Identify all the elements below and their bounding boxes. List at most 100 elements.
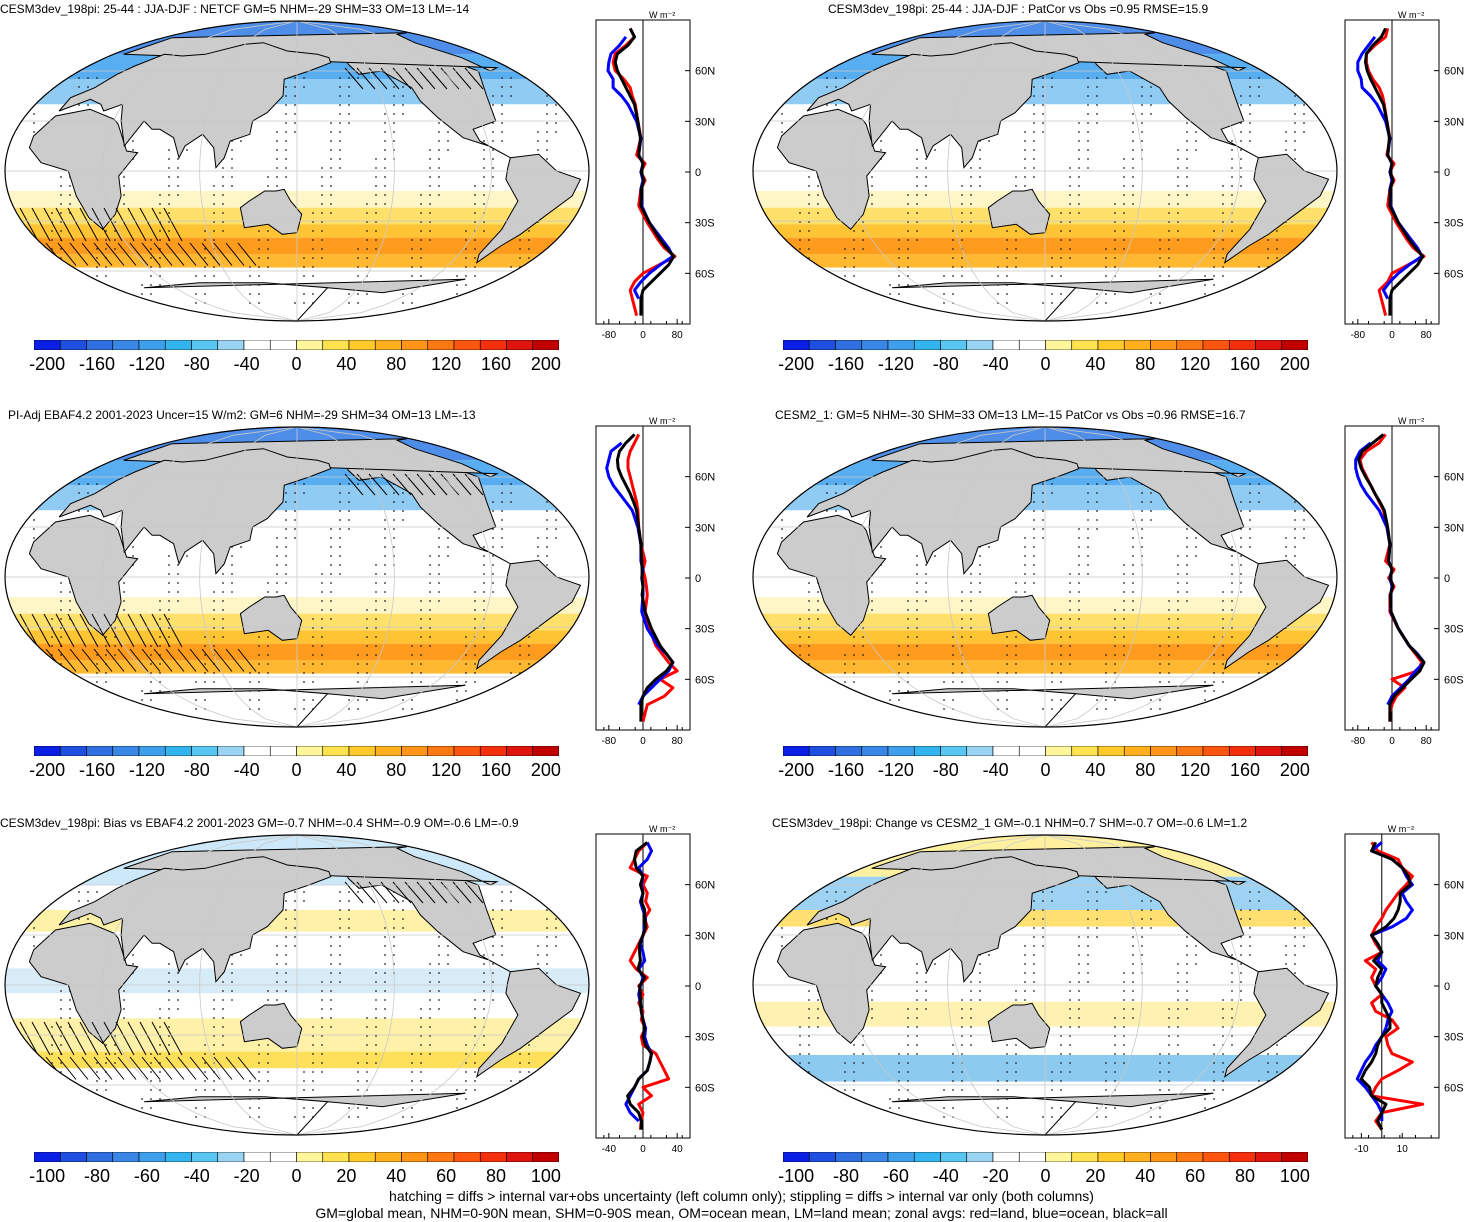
colorbar-tick-label: 120: [431, 354, 462, 374]
x-tick-label: 40: [672, 1144, 684, 1155]
x-tick-label: -10: [1354, 1144, 1369, 1155]
colorbar-swatch: [164, 1152, 192, 1162]
colorbar-swatch: [374, 746, 402, 756]
continent-greenland: [123, 438, 499, 478]
colorbar-swatch: [940, 340, 968, 350]
lat-tick-label: 0: [1444, 573, 1450, 585]
graticule: [753, 835, 1337, 1135]
lat-tick-label: 30S: [1444, 624, 1464, 636]
series-line-all: [613, 27, 676, 316]
lat-tick-label: 30N: [1444, 116, 1464, 128]
lat-tick-label: 30S: [1444, 1032, 1464, 1044]
colorbar-swatch: [1018, 746, 1046, 756]
colorbar-tick-label: 80: [1135, 760, 1156, 780]
colorbar-tick-label: -80: [83, 1166, 111, 1186]
continent-antarctica: [144, 684, 466, 727]
zonal-mean-plot: W m⁻² 60N 30N 0 30S 60S -10 10: [1344, 824, 1464, 1155]
world-map: [4, 834, 590, 1136]
map-field: [5, 427, 589, 727]
colorbar-tick-label: -160: [78, 354, 116, 374]
colorbar-swatch: [887, 340, 915, 350]
continent-africa: [776, 108, 887, 231]
colorbar-swatch: [861, 340, 889, 350]
x-tick-label: 0: [640, 330, 646, 341]
colorbar-tick-label: -20: [982, 1166, 1009, 1186]
colorbar-swatch: [296, 340, 324, 350]
colorbar-swatch: [1097, 1152, 1125, 1162]
zonal-unit-label: W m⁻²: [1388, 824, 1414, 834]
panel-title: CESM3dev_198pi: Bias vs EBAF4.2 2001-202…: [0, 816, 519, 830]
lat-tick-label: 30N: [695, 522, 715, 534]
colorbar-swatch: [940, 1152, 968, 1162]
panel-title: CESM3dev_198pi: Change vs CESM2_1 GM=-0.…: [772, 816, 1248, 830]
colorbar-swatch: [861, 746, 889, 756]
lat-tick-label: 60S: [1444, 268, 1464, 280]
colorbar-swatch: [164, 746, 192, 756]
colorbar-tick-label: -60: [133, 1166, 160, 1186]
continent-greenland: [123, 846, 499, 886]
colorbar-tick-label: -40: [982, 760, 1009, 780]
lat-tick-label: 0: [695, 573, 701, 585]
continents: [776, 438, 1330, 727]
lat-tick-label: 0: [1444, 167, 1450, 179]
lat-tick-label: 0: [695, 981, 701, 993]
colorbar-swatch: [112, 340, 140, 350]
colorbar-swatch: [243, 1152, 271, 1162]
continents: [776, 32, 1330, 321]
colorbar-tick-label: 0: [291, 1166, 302, 1186]
colorbar-tick-label: 160: [480, 760, 512, 780]
panel-title: CESM3dev_198pi: 25-44 : JJA-DJF : NETCF …: [0, 2, 470, 16]
x-tick-label: 0: [1389, 330, 1395, 341]
footer-legend-line1: hatching = diffs > internal var+obs unce…: [389, 1188, 1094, 1204]
colorbar-swatch: [453, 1152, 481, 1162]
lat-tick-label: 60N: [695, 472, 715, 484]
colorbar-swatch: [191, 1152, 219, 1162]
colorbar-swatch: [401, 340, 429, 350]
colorbar-tick-label: 80: [485, 1166, 507, 1186]
colorbar-swatch: [1202, 340, 1230, 350]
world-map: [752, 426, 1338, 728]
lat-tick-label: 60N: [1444, 66, 1464, 78]
x-tick-label: 80: [1421, 736, 1433, 747]
colorbar-swatch: [191, 746, 219, 756]
map-field: [753, 835, 1337, 1135]
colorbar-tick-label: 0: [1040, 354, 1051, 374]
colorbar-swatch: [427, 340, 455, 350]
lat-tick-label: 0: [1444, 981, 1450, 993]
colorbar-tick-label: -120: [877, 760, 914, 780]
colorbar-swatch: [479, 1152, 507, 1162]
graticule: [5, 21, 589, 321]
colorbar-tick-label: 80: [1234, 1166, 1256, 1186]
x-tick-label: 10: [1397, 1144, 1409, 1155]
colorbar-labels: -200 -160 -120 -80 -40 0 40 80 120 160 200: [778, 354, 1310, 376]
colorbar-swatch: [164, 340, 192, 350]
colorbar-swatch: [1202, 746, 1230, 756]
colorbar: [34, 1152, 559, 1162]
colorbar-tick-label: -20: [233, 1166, 260, 1186]
colorbar-tick-label: -40: [183, 1166, 210, 1186]
continent-australia: [987, 594, 1051, 641]
zonal-unit-label: W m⁻²: [1398, 416, 1424, 426]
colorbar-swatch: [191, 340, 219, 350]
zonal-mean-plot: W m⁻² 60N 30N 0 30S 60S -80 0 80: [595, 10, 715, 341]
colorbar-swatch: [34, 340, 61, 350]
colorbar-swatch: [1123, 1152, 1151, 1162]
hatching: [9, 473, 484, 672]
colorbar-tick-label: -160: [827, 354, 865, 374]
graticule: [753, 427, 1337, 727]
map-field: [753, 21, 1337, 321]
colorbar-tick-label: -200: [29, 354, 66, 374]
colorbar-tick-label: 0: [291, 354, 302, 374]
continent-antarctica: [892, 278, 1214, 321]
colorbar-tick-label: -40: [233, 354, 260, 374]
colorbar-swatch: [348, 340, 376, 350]
colorbar-swatch: [296, 746, 324, 756]
colorbar-swatch: [1228, 340, 1256, 350]
continent-south-america: [475, 967, 582, 1078]
colorbar-tick-label: 0: [1040, 1166, 1051, 1186]
map-border: [4, 834, 590, 1136]
x-tick-label: 80: [1421, 330, 1433, 341]
continent-eurasia: [58, 42, 332, 169]
lat-tick-label: 30S: [1444, 218, 1464, 230]
colorbar-swatch: [34, 746, 61, 756]
